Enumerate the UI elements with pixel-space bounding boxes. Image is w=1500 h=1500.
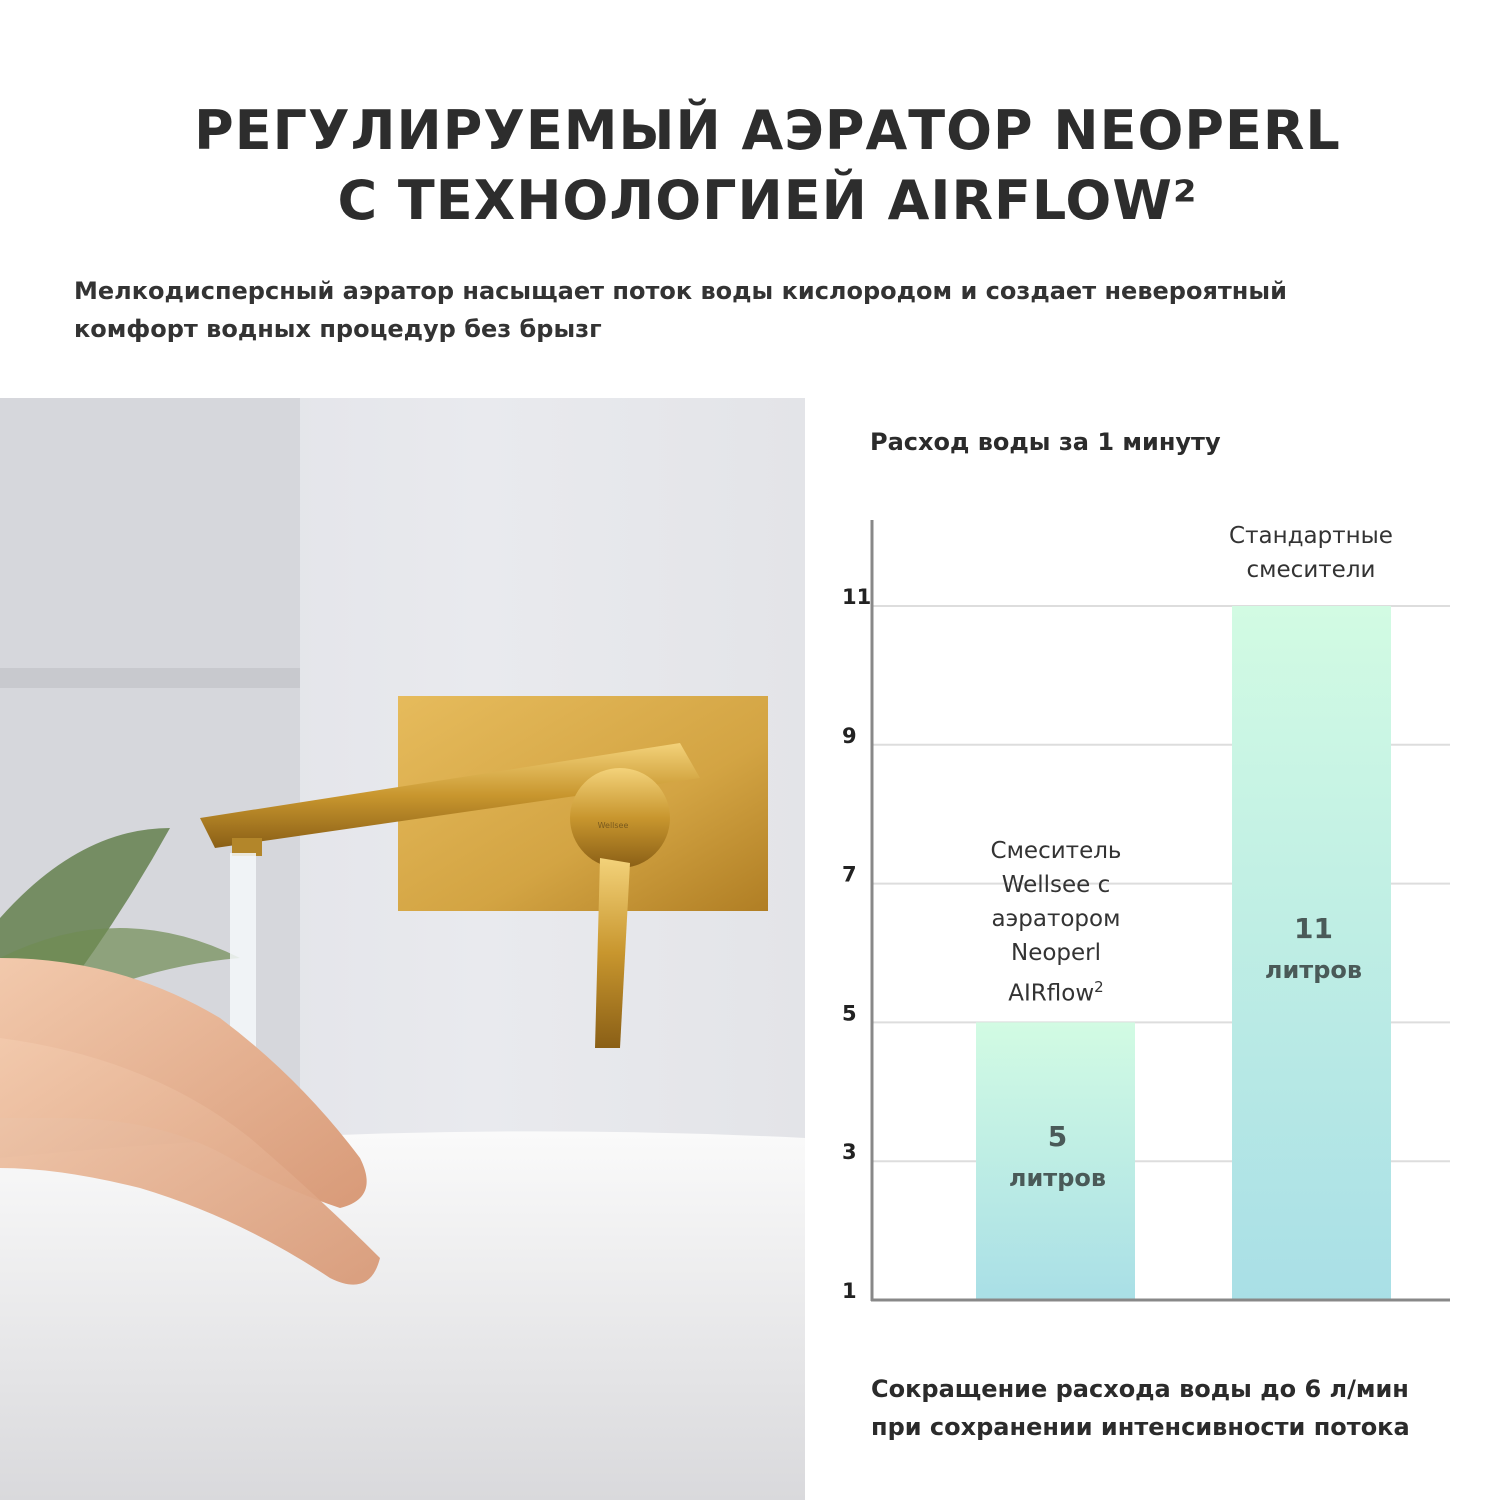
bar: [976, 1022, 1135, 1300]
y-tick-label: 7: [842, 863, 857, 887]
faucet-handle-base: [570, 768, 670, 868]
bar-value-label: 11: [1294, 912, 1333, 945]
subtitle: Мелкодисперсный аэратор насыщает поток в…: [74, 277, 1287, 343]
category-label-line: AIRflow2: [1008, 978, 1104, 1007]
footer-line-2: при сохранении интенсивности потока: [871, 1413, 1410, 1441]
footer-note: Сокращение расхода воды до 6 л/мин при с…: [871, 1370, 1410, 1446]
bar: [1232, 606, 1391, 1300]
chart-title: Расход воды за 1 минуту: [870, 428, 1221, 456]
y-tick-label: 1: [842, 1279, 857, 1303]
category-label-line: Wellsee с: [1001, 872, 1111, 898]
product-photo: Wellsee: [0, 398, 805, 1500]
category-label-line: аэратором: [991, 906, 1121, 932]
sink: [0, 1131, 805, 1500]
hands: [0, 958, 367, 1208]
category-label-line: Смеситель: [990, 838, 1122, 864]
title-line-1: РЕГУЛИРУЕМЫЙ АЭРАТОР NEOPERL: [194, 99, 1341, 162]
category-label-line: Стандартные: [1229, 523, 1393, 549]
y-tick-label: 11: [842, 585, 871, 609]
category-label-aerator: Смеситель Wellsee с аэратором Neoperl AIRflo…: [946, 834, 1166, 1011]
bar-chart: 5 литров 11 литров 1 3 5 7 9 11: [842, 520, 1450, 1303]
y-tick-label: 9: [842, 724, 857, 748]
superscript: 2: [1094, 978, 1104, 996]
faucet-spout: [200, 743, 700, 848]
footer-line-1: Сокращение расхода воды до 6 л/мин: [871, 1375, 1409, 1403]
faucet-lever: [595, 858, 630, 1048]
bar-unit-label: литров: [1009, 1164, 1106, 1192]
category-label-line: Neoperl: [1010, 940, 1102, 966]
page-title: РЕГУЛИРУЕМЫЙ АЭРАТОР NEOPERL С ТЕХНОЛОГИ…: [0, 96, 1500, 236]
bar-unit-label: литров: [1265, 956, 1362, 984]
category-label-line: смесители: [1246, 557, 1376, 583]
y-tick-label: 5: [842, 1001, 857, 1025]
y-tick-label: 3: [842, 1140, 857, 1164]
category-label-standard: Стандартные смесители: [1196, 519, 1426, 587]
brand-logo: Wellsee: [598, 821, 629, 830]
bar-value-label: 5: [1048, 1120, 1067, 1153]
title-line-2: С ТЕХНОЛОГИЕЙ AIRFLOW²: [337, 169, 1198, 232]
